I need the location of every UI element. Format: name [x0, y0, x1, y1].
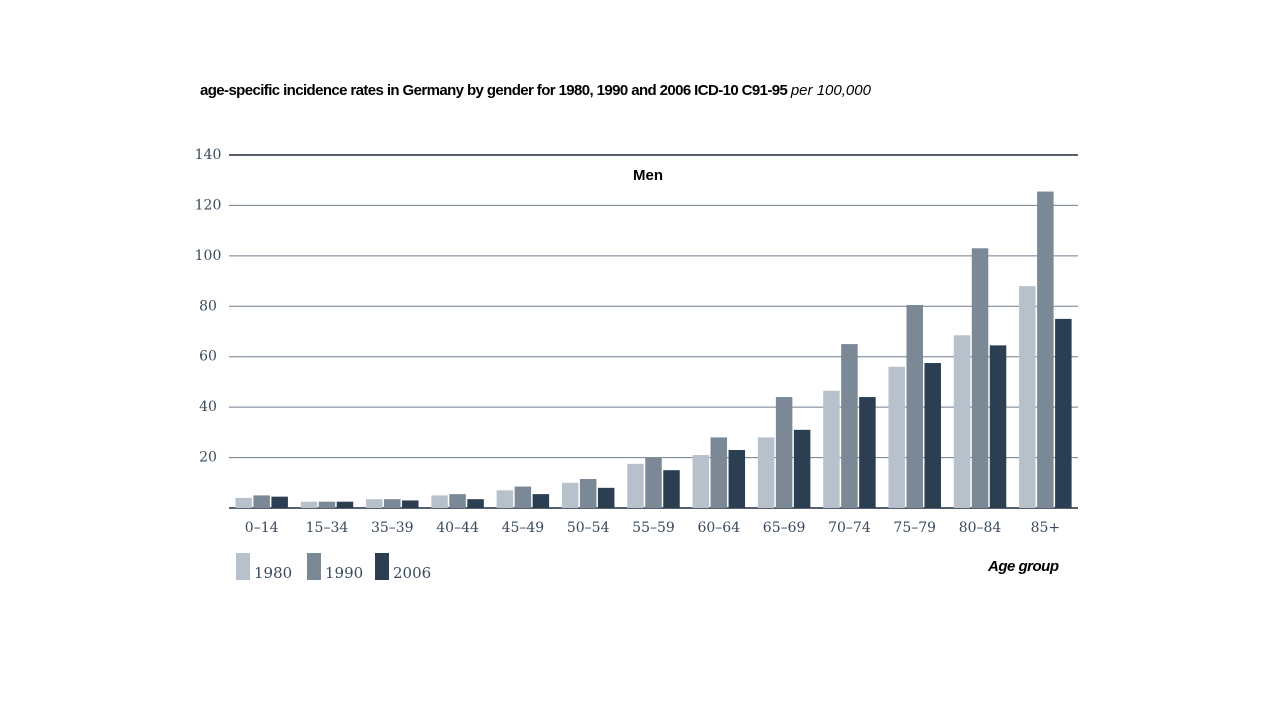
bar-1990-15–34	[318, 501, 336, 508]
bar-1990-65–69	[775, 397, 793, 508]
x-tick-label-55–59: 55–59	[632, 520, 675, 536]
bar-2006-70–74	[859, 397, 876, 508]
bar-1990-70–74	[841, 344, 858, 508]
y-tick-label-20: 20	[199, 450, 217, 466]
bar-1980-85+	[1019, 286, 1036, 508]
chart-title-unit: per 100,000	[790, 82, 871, 99]
bar-2006-60–64	[728, 450, 746, 508]
legend-label-1980: 1980	[254, 564, 292, 582]
bar-1990-35–39	[384, 499, 401, 508]
x-tick-label-85+: 85+	[1031, 520, 1061, 536]
y-tick-label-80: 80	[199, 298, 217, 314]
bar-1980-45–49	[496, 490, 514, 508]
chart-title-main: age-specific incidence rates in Germany …	[200, 82, 788, 99]
bar-1980-0–14	[235, 497, 252, 508]
bar-1990-55–59	[645, 457, 662, 508]
bar-2006-35–39	[402, 500, 419, 508]
x-tick-label-35–39: 35–39	[371, 520, 414, 536]
bar-1980-80–84	[953, 335, 971, 508]
bar-2006-40–44	[467, 499, 484, 508]
bar-2006-80–84	[989, 345, 1007, 508]
bar-1990-80–84	[971, 248, 989, 509]
legend-label-2006: 2006	[393, 564, 431, 582]
bar-1980-15–34	[300, 501, 318, 508]
y-tick-label-60: 60	[199, 349, 217, 365]
bar-2006-65–69	[793, 429, 811, 508]
x-tick-label-80–84: 80–84	[959, 520, 1002, 536]
legend-swatch-1990	[307, 553, 321, 580]
legend-swatch-1980	[236, 553, 250, 580]
bar-1980-40–44	[431, 495, 448, 508]
bar-1980-60–64	[692, 455, 710, 508]
y-tick-label-40: 40	[199, 399, 217, 415]
x-tick-label-65–69: 65–69	[763, 520, 806, 536]
x-tick-label-50–54: 50–54	[567, 520, 610, 536]
bar-1990-60–64	[710, 437, 728, 508]
bar-1990-45–49	[514, 486, 532, 508]
bar-1980-65–69	[757, 437, 775, 508]
bar-1990-50–54	[579, 479, 597, 508]
bar-2006-0–14	[271, 496, 288, 508]
x-axis-label: Age group	[988, 558, 1059, 575]
bar-1980-75–79	[888, 366, 905, 508]
bar-1980-50–54	[561, 482, 579, 508]
x-tick-label-45–49: 45–49	[502, 520, 545, 536]
legend-swatch-2006	[375, 553, 389, 580]
x-tick-label-15–34: 15–34	[306, 520, 349, 536]
x-tick-label-40–44: 40–44	[436, 520, 479, 536]
legend-label-1990: 1990	[325, 564, 363, 582]
x-tick-label-75–79: 75–79	[893, 520, 936, 536]
bar-2006-50–54	[597, 487, 615, 508]
x-tick-label-70–74: 70–74	[828, 520, 871, 536]
x-tick-label-0–14: 0–14	[245, 520, 279, 536]
bar-2006-55–59	[663, 470, 680, 508]
x-tick-label-60–64: 60–64	[697, 520, 740, 536]
bar-1980-35–39	[366, 499, 383, 508]
bar-2006-45–49	[532, 494, 550, 508]
bar-2006-75–79	[924, 363, 941, 508]
bar-1990-40–44	[449, 494, 466, 508]
panel-label: Men	[633, 167, 663, 184]
bar-2006-15–34	[336, 501, 354, 508]
y-tick-label-100: 100	[195, 248, 222, 264]
bar-2006-85+	[1055, 318, 1072, 508]
bar-1990-75–79	[906, 305, 923, 508]
y-tick-label-120: 120	[195, 197, 222, 213]
bar-1980-55–59	[627, 463, 644, 508]
bar-1990-0–14	[253, 495, 270, 508]
bar-1990-85+	[1037, 191, 1054, 508]
bar-1980-70–74	[823, 390, 840, 508]
y-tick-label-140: 140	[195, 147, 222, 163]
chart-title: age-specific incidence rates in Germany …	[200, 82, 871, 99]
